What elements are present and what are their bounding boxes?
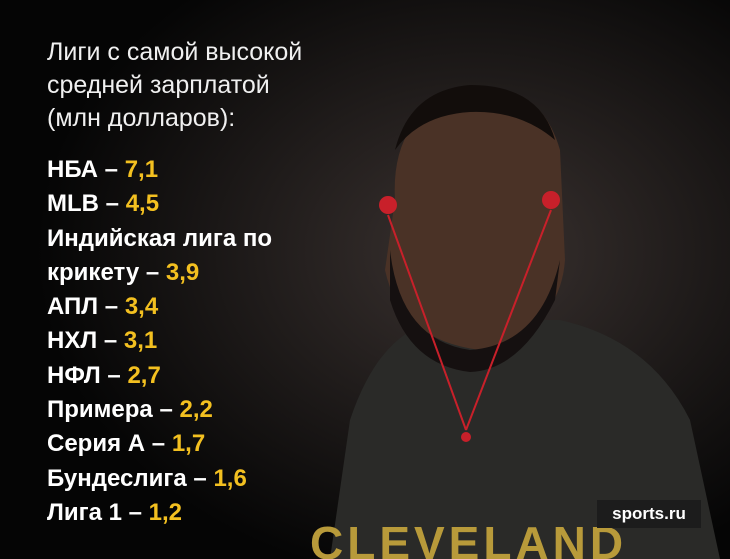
salary-value: 1,6 <box>213 464 247 492</box>
league-name: Лига 1 <box>47 498 122 526</box>
salary-value: 3,1 <box>123 327 158 355</box>
title-line: средней зарплатой <box>47 71 270 99</box>
league-row: Лига 1 – 1,2 <box>47 496 347 530</box>
league-row: MLB – 4,5 <box>47 187 347 221</box>
salary-value: 1,7 <box>171 430 206 458</box>
logo: sports.ru <box>597 500 701 528</box>
title-line: Лиги с самой высокой <box>47 38 303 66</box>
salary-value: 2,7 <box>127 361 161 389</box>
title: Лиги с самой высокой средней зарплатой (мл… <box>47 36 302 135</box>
league-row: НФЛ – 2,7 <box>47 359 347 393</box>
salary-value: 2,2 <box>179 396 213 424</box>
separator: – <box>103 327 118 355</box>
salary-value: 3,9 <box>165 258 200 286</box>
league-row: Примера – 2,2 <box>47 393 347 427</box>
league-name: НФЛ <box>47 361 101 389</box>
separator: – <box>193 464 207 492</box>
separator: – <box>145 258 160 286</box>
title-line: (млн долларов): <box>47 104 236 132</box>
salary-value: 3,4 <box>124 293 159 321</box>
league-name: Примера <box>47 396 153 424</box>
league-row: Бундеслига – 1,6 <box>47 462 347 496</box>
league-name: MLB <box>47 190 99 218</box>
salary-value: 4,5 <box>125 190 160 218</box>
league-name: НХЛ <box>47 327 98 355</box>
shirt-text: CLEVELAND <box>310 517 627 559</box>
league-row: АПЛ – 3,4 <box>47 290 347 324</box>
separator: – <box>159 396 173 424</box>
league-name: АПЛ <box>47 293 99 321</box>
league-name: Индийская лига по крикету <box>47 224 273 286</box>
separator: – <box>151 430 166 458</box>
separator: – <box>105 190 120 218</box>
separator: – <box>104 293 119 321</box>
league-name: Бундеслига <box>47 464 187 492</box>
league-name: НБА <box>47 156 98 183</box>
league-row: НБА – 7,1 <box>47 153 347 187</box>
separator: – <box>128 498 142 526</box>
separator: – <box>107 361 121 389</box>
league-row: НХЛ – 3,1 <box>47 324 347 358</box>
league-list: НБА – 7,1 MLB – 4,5 Индийская лига по крик… <box>47 153 347 530</box>
league-row: Индийская лига по крикету – 3,9 <box>47 222 347 291</box>
salary-value: 7,1 <box>124 156 159 183</box>
league-row: Серия А – 1,7 <box>47 427 347 461</box>
salary-value: 1,2 <box>148 498 183 526</box>
separator: – <box>104 156 119 183</box>
league-name: Серия А <box>47 430 146 458</box>
